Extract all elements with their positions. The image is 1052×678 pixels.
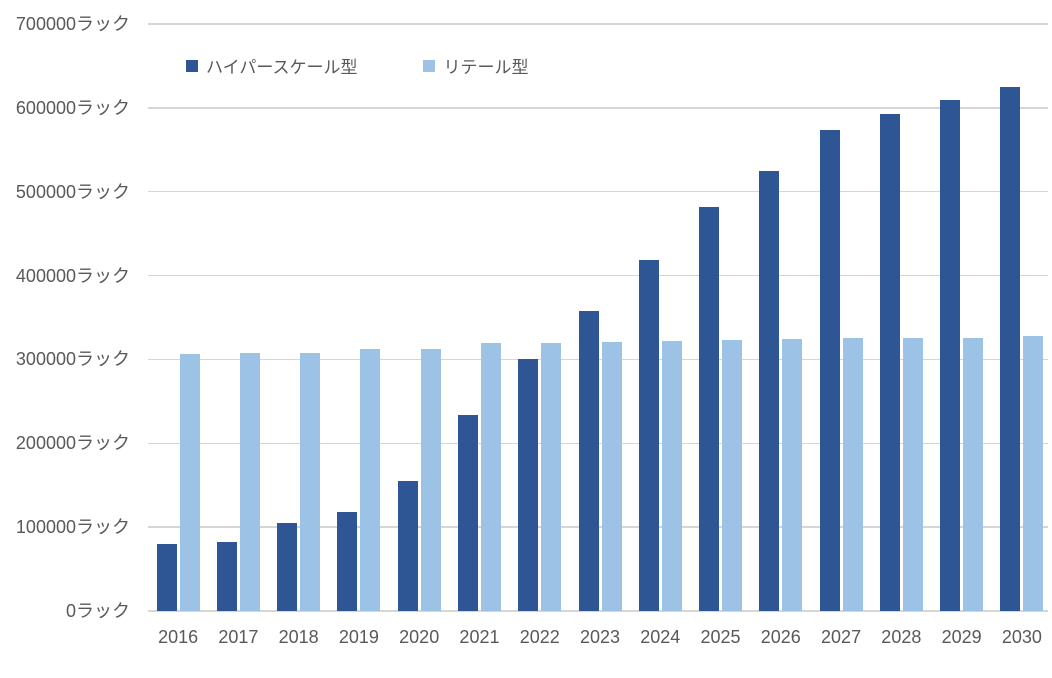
- y-axis-tick-label: 0ラック: [65, 601, 130, 621]
- x-axis-line: [148, 610, 1048, 612]
- bar-retail-2020: [420, 348, 441, 611]
- bar-retail-2030: [1023, 335, 1044, 611]
- bar-retail-2016: [179, 353, 200, 611]
- legend: ハイパースケール型 リテール型: [186, 53, 528, 78]
- bar-retail-2023: [601, 341, 622, 611]
- bar-retail-2025: [722, 340, 743, 611]
- bar-retail-2027: [842, 338, 863, 611]
- x-axis-tick-label-2027: 2027: [821, 627, 862, 647]
- bar-hyperscale-2023: [578, 310, 599, 611]
- x-axis-tick-label-2022: 2022: [519, 627, 560, 647]
- bar-hyperscale-2021: [457, 414, 478, 611]
- bar-retail-2022: [541, 342, 562, 611]
- bar-hyperscale-2016: [156, 543, 177, 611]
- x-axis-tick-label-2025: 2025: [700, 627, 741, 647]
- legend-item-hyperscale: ハイパースケール型: [186, 53, 357, 78]
- x-axis-tick-label-2021: 2021: [459, 627, 500, 647]
- bar-hyperscale-2026: [759, 170, 780, 611]
- gridline: [148, 107, 1048, 109]
- bar-hyperscale-2025: [699, 206, 720, 611]
- x-axis-tick-label-2018: 2018: [278, 627, 319, 647]
- bar-hyperscale-2022: [518, 359, 539, 611]
- y-axis-tick-label: 500000ラック: [15, 181, 130, 202]
- legend-item-retail: リテール型: [423, 53, 528, 78]
- bar-retail-2029: [963, 337, 984, 611]
- y-axis-tick-label: 600000ラック: [15, 97, 130, 118]
- x-axis-tick-label-2019: 2019: [338, 627, 379, 647]
- x-axis-tick-label-2016: 2016: [158, 627, 199, 647]
- x-axis-tick-label-2017: 2017: [218, 627, 259, 647]
- y-axis-tick-label: 300000ラック: [15, 349, 130, 370]
- x-axis-tick-label-2028: 2028: [881, 627, 922, 647]
- bar-hyperscale-2020: [397, 481, 418, 611]
- legend-swatch-hyperscale-icon: [186, 59, 198, 72]
- bar-retail-2017: [239, 352, 260, 611]
- legend-label-retail: リテール型: [443, 58, 529, 77]
- gridline: [148, 190, 1048, 193]
- bar-hyperscale-2017: [216, 542, 237, 611]
- bar-retail-2026: [782, 339, 803, 611]
- bar-hyperscale-2030: [1000, 86, 1021, 611]
- x-axis-tick-label-2024: 2024: [640, 627, 681, 647]
- x-axis-tick-label-2020: 2020: [399, 627, 440, 647]
- bar-hyperscale-2019: [337, 512, 358, 611]
- bar-retail-2028: [902, 338, 923, 611]
- legend-label-hyperscale: ハイパースケール型: [206, 58, 358, 77]
- gridline: [148, 23, 1048, 25]
- x-axis-tick-label-2030: 2030: [1001, 627, 1042, 647]
- y-axis-tick-label: 700000ラック: [15, 14, 130, 34]
- bar-hyperscale-2028: [879, 113, 900, 611]
- x-axis-tick-label-2026: 2026: [760, 627, 801, 647]
- y-axis-tick-label: 200000ラック: [15, 433, 130, 454]
- bar-hyperscale-2018: [277, 522, 298, 611]
- legend-swatch-retail-icon: [423, 59, 436, 72]
- bar-retail-2018: [300, 352, 321, 611]
- bar-hyperscale-2024: [638, 260, 659, 611]
- bar-hyperscale-2027: [819, 130, 840, 611]
- x-axis-tick-label-2029: 2029: [941, 627, 982, 647]
- x-axis-tick-label-2023: 2023: [579, 627, 621, 647]
- bar-retail-2019: [360, 349, 381, 611]
- bar-retail-2021: [480, 342, 501, 611]
- gridline: [148, 274, 1048, 277]
- bar-retail-2024: [661, 340, 682, 611]
- y-axis-tick-label: 100000ラック: [15, 517, 130, 538]
- bar-hyperscale-2029: [940, 100, 961, 611]
- y-axis-tick-label: 400000ラック: [15, 265, 130, 286]
